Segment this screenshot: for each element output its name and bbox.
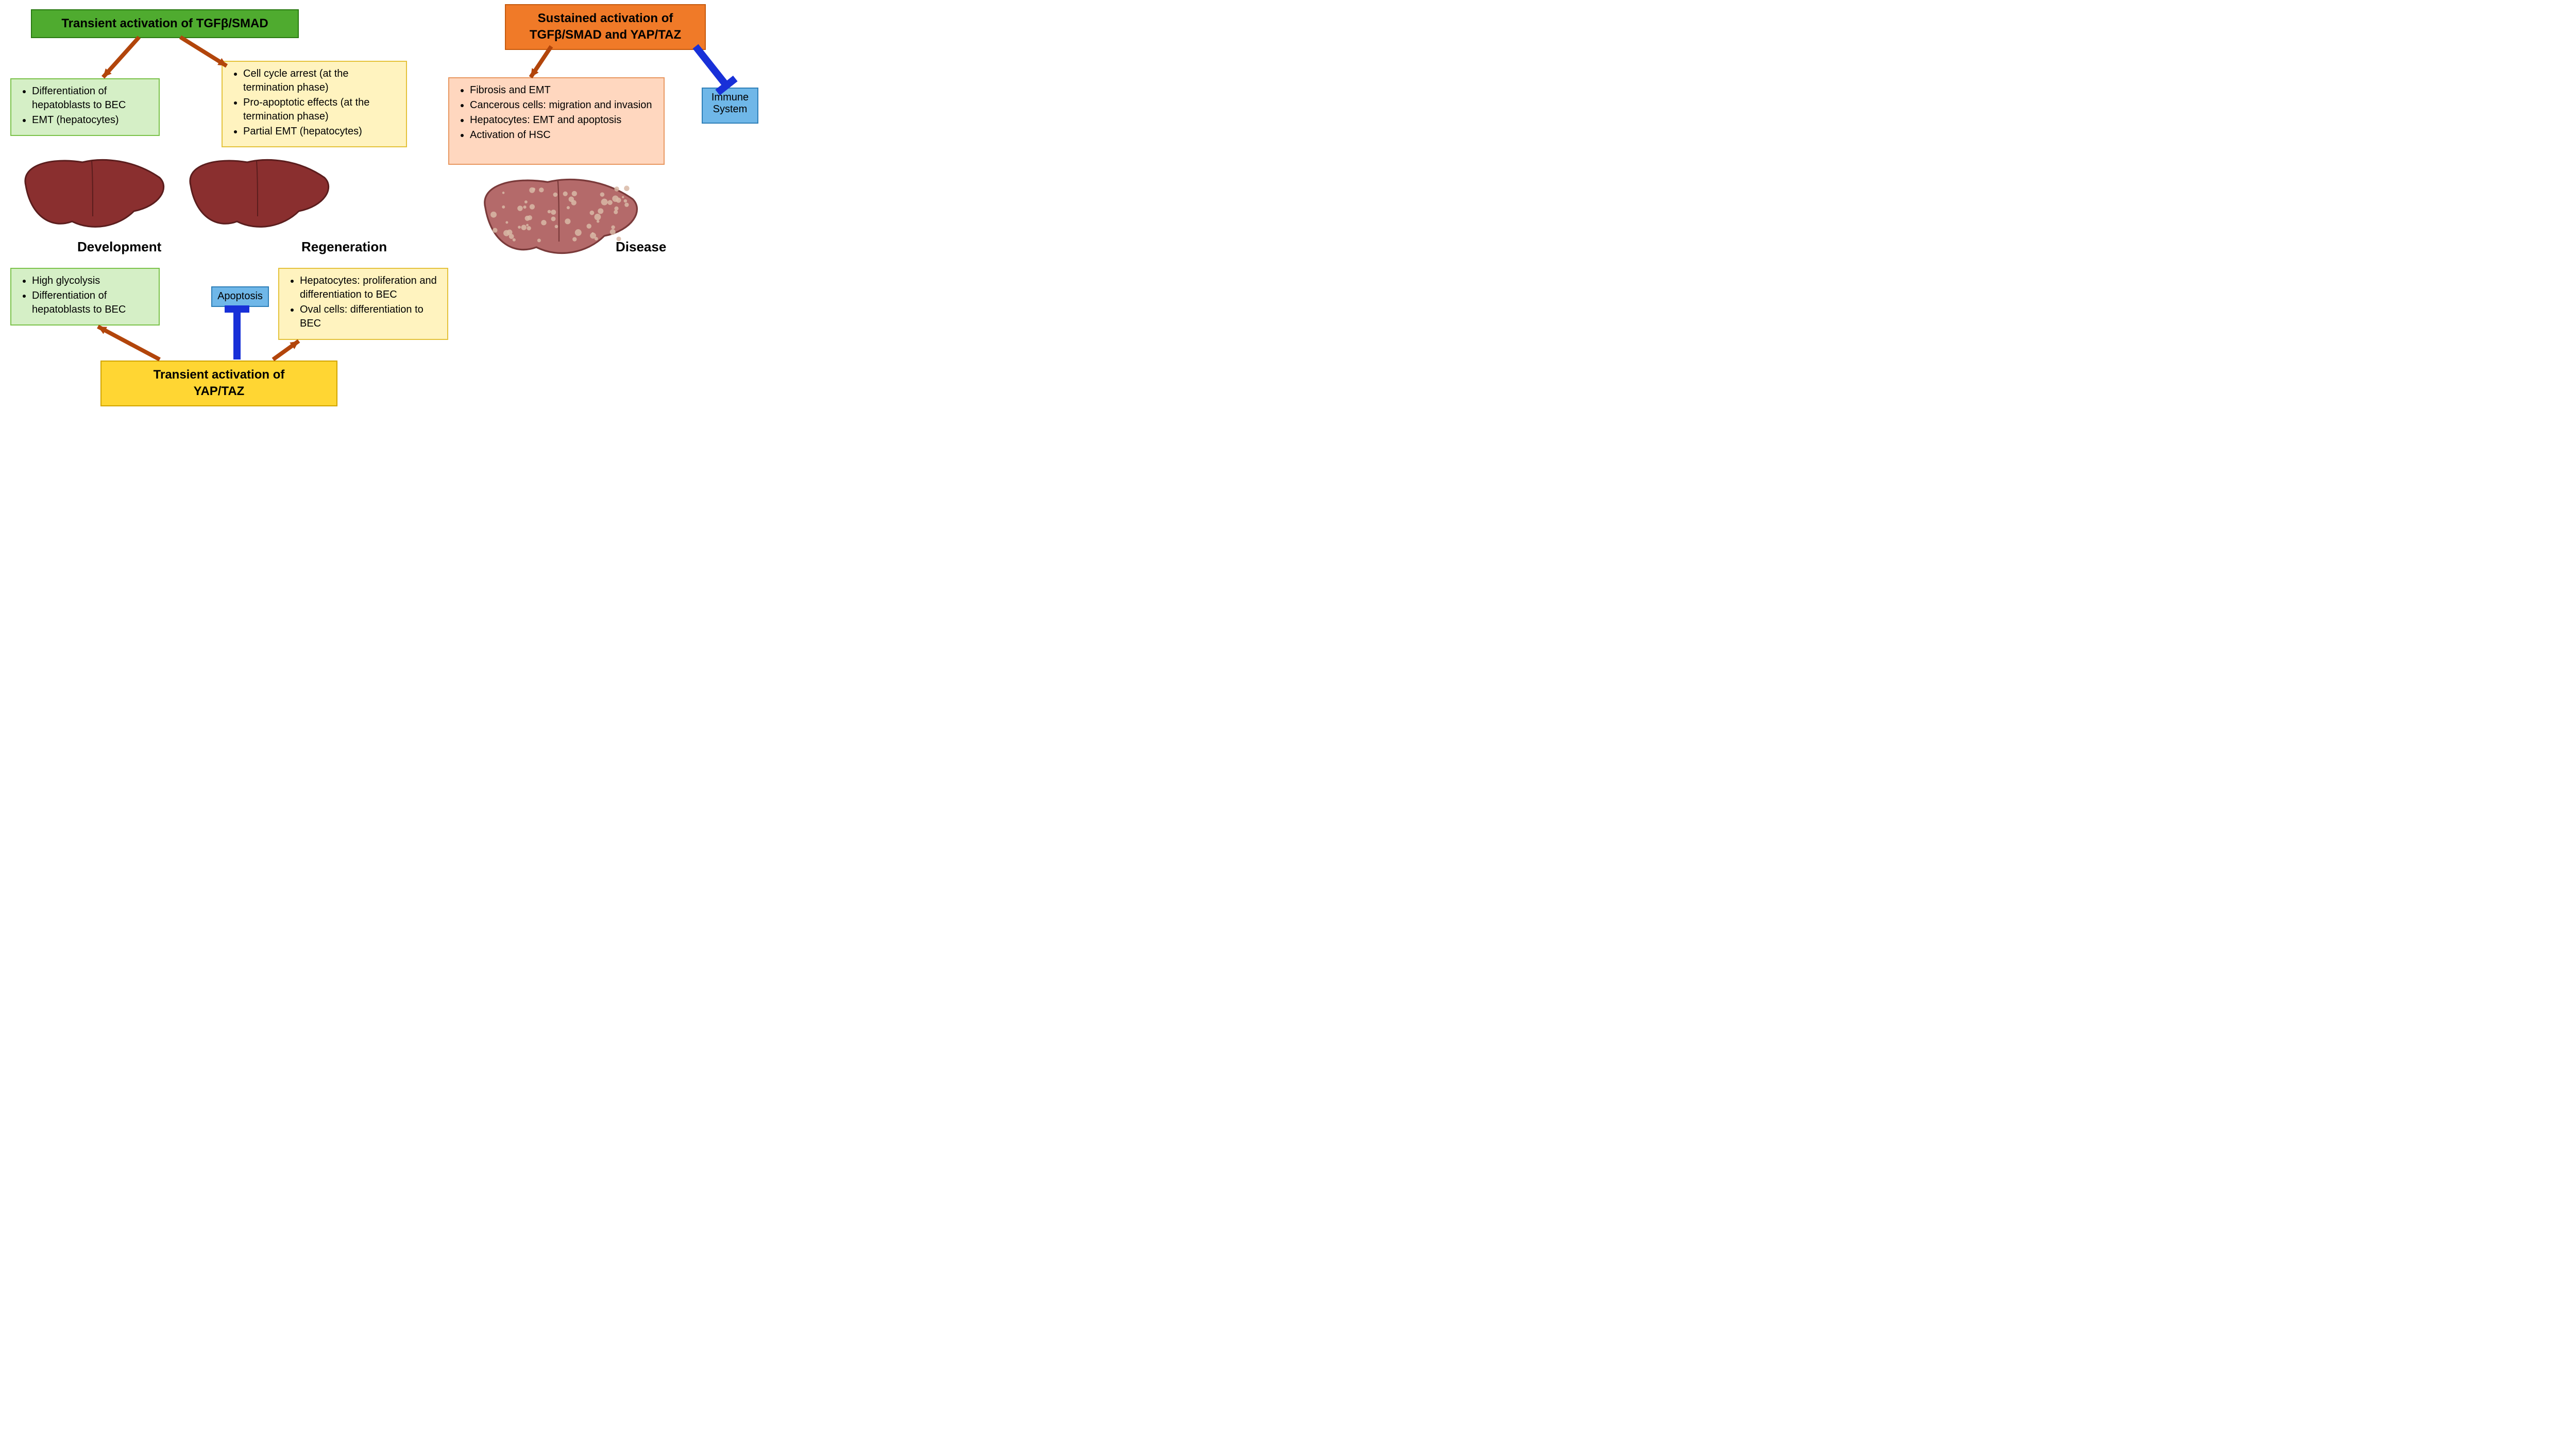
sustained-activation-title: Sustained activation of TGFβ/SMAD and YA… xyxy=(505,4,706,50)
development-tgf-box: Differentiation of hepatoblasts to BECEM… xyxy=(10,78,160,136)
list-item: Cell cycle arrest (at the termination ph… xyxy=(243,67,399,95)
list-item: Fibrosis and EMT xyxy=(470,83,656,97)
list-item: Partial EMT (hepatocytes) xyxy=(243,125,399,139)
disease-effects-list: Fibrosis and EMTCancerous cells: migrati… xyxy=(456,83,656,142)
liver-disease-icon xyxy=(474,173,644,265)
list-item: Pro-apoptotic effects (at the terminatio… xyxy=(243,96,399,124)
regeneration-tgf-box: Cell cycle arrest (at the termination ph… xyxy=(222,61,407,147)
regeneration-tgf-list: Cell cycle arrest (at the termination ph… xyxy=(230,67,399,139)
liver-development-icon xyxy=(15,155,170,237)
list-item: Hepatocytes: proliferation and different… xyxy=(300,274,440,302)
list-item: Oval cells: differentiation to BEC xyxy=(300,303,440,331)
regeneration-yap-list: Hepatocytes: proliferation and different… xyxy=(286,274,440,331)
regeneration-yap-box: Hepatocytes: proliferation and different… xyxy=(278,268,448,340)
development-yap-box: High glycolysisDifferentiation of hepato… xyxy=(10,268,160,326)
development-tgf-list: Differentiation of hepatoblasts to BECEM… xyxy=(19,84,151,127)
development-yap-list: High glycolysisDifferentiation of hepato… xyxy=(19,274,151,317)
list-item: Cancerous cells: migration and invasion xyxy=(470,98,656,112)
immune-system-box: Immune System xyxy=(702,88,758,124)
liver-regeneration-icon xyxy=(180,155,335,237)
disease-effects-box: Fibrosis and EMTCancerous cells: migrati… xyxy=(448,77,665,165)
list-item: High glycolysis xyxy=(32,274,151,288)
development-label: Development xyxy=(77,239,161,255)
list-item: Differentiation of hepatoblasts to BEC xyxy=(32,84,151,112)
tgf-smad-title: Transient activation of TGFβ/SMAD xyxy=(31,9,299,38)
regeneration-label: Regeneration xyxy=(301,239,387,255)
list-item: EMT (hepatocytes) xyxy=(32,113,151,127)
list-item: Differentiation of hepatoblasts to BEC xyxy=(32,289,151,317)
list-item: Hepatocytes: EMT and apoptosis xyxy=(470,113,656,127)
list-item: Activation of HSC xyxy=(470,128,656,142)
apoptosis-box: Apoptosis xyxy=(211,286,269,307)
yap-taz-title: Transient activation of YAP/TAZ xyxy=(100,361,337,406)
